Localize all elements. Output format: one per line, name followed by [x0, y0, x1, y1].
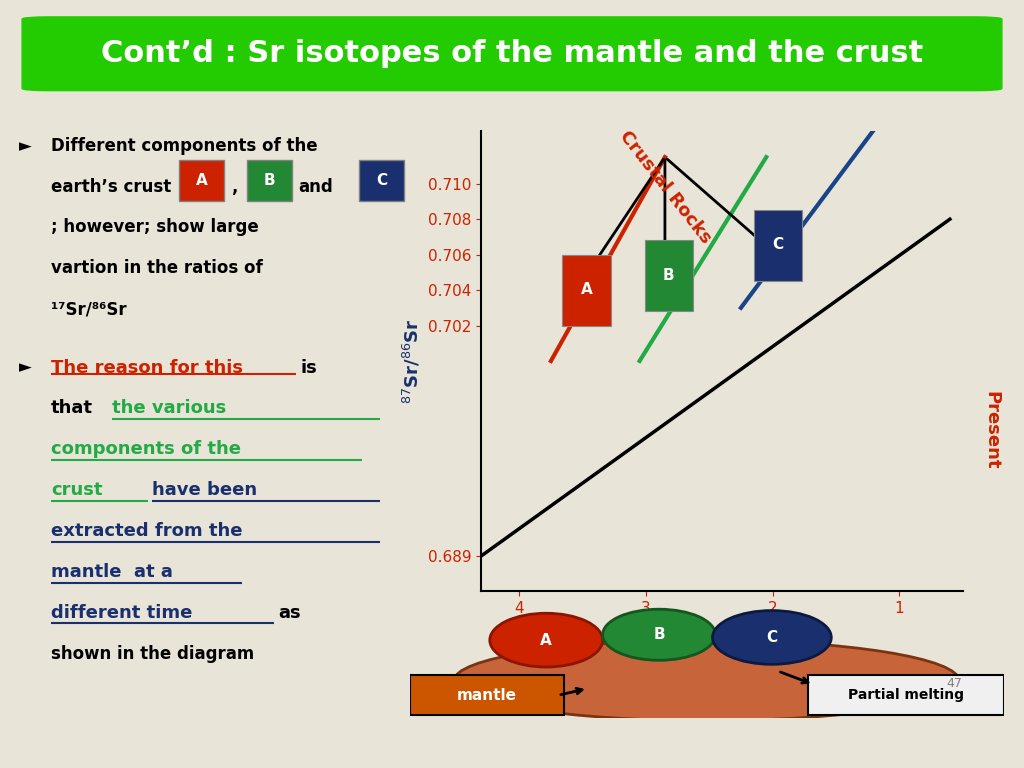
- X-axis label: $^{87}$Rbr/$^{86}$Sr: $^{87}$Rbr/$^{86}$Sr: [672, 621, 772, 643]
- Text: have been: have been: [153, 481, 257, 499]
- Text: ¹⁷Sr/⁸⁶Sr: ¹⁷Sr/⁸⁶Sr: [51, 300, 126, 318]
- Ellipse shape: [602, 609, 716, 660]
- Text: ►: ►: [19, 137, 32, 154]
- Text: A: A: [196, 173, 208, 188]
- Text: ; however; show large: ; however; show large: [51, 218, 258, 237]
- Text: shown in the diagram: shown in the diagram: [51, 644, 254, 663]
- Y-axis label: $^{87}$Sr/$^{86}$Sr: $^{87}$Sr/$^{86}$Sr: [401, 318, 422, 404]
- Text: vartion in the ratios of: vartion in the ratios of: [51, 260, 262, 277]
- Text: C: C: [377, 173, 387, 188]
- FancyBboxPatch shape: [754, 210, 802, 281]
- Text: B: B: [653, 627, 665, 642]
- Text: The reason for this: The reason for this: [51, 359, 243, 376]
- Text: that: that: [51, 399, 93, 417]
- FancyBboxPatch shape: [808, 675, 1004, 716]
- Text: A: A: [541, 633, 552, 647]
- Text: components of the: components of the: [51, 440, 241, 458]
- Text: B: B: [663, 267, 675, 283]
- Text: C: C: [772, 237, 783, 253]
- Text: Different components of the: Different components of the: [51, 137, 317, 154]
- Text: mantle  at a: mantle at a: [51, 563, 173, 581]
- FancyBboxPatch shape: [23, 17, 1001, 91]
- Text: Cont’d : Sr isotopes of the mantle and the crust: Cont’d : Sr isotopes of the mantle and t…: [101, 39, 923, 68]
- FancyBboxPatch shape: [410, 675, 564, 716]
- Text: is: is: [301, 359, 317, 376]
- Ellipse shape: [713, 611, 831, 664]
- Text: Crustal Rocks: Crustal Rocks: [615, 127, 715, 247]
- Text: crust: crust: [51, 481, 102, 499]
- Text: and: and: [299, 177, 334, 196]
- Text: as: as: [279, 604, 301, 621]
- Text: mantle: mantle: [457, 687, 517, 703]
- Text: ►: ►: [19, 359, 32, 376]
- Text: Partial melting: Partial melting: [848, 688, 964, 702]
- FancyBboxPatch shape: [644, 240, 693, 311]
- Text: earth’s crust: earth’s crust: [51, 177, 171, 196]
- Text: different time: different time: [51, 604, 193, 621]
- Text: Present: Present: [982, 391, 1000, 469]
- Text: B: B: [263, 173, 275, 188]
- Ellipse shape: [455, 641, 958, 720]
- FancyBboxPatch shape: [562, 255, 610, 326]
- Text: extracted from the: extracted from the: [51, 522, 243, 540]
- FancyBboxPatch shape: [179, 160, 224, 201]
- Text: 47: 47: [946, 677, 963, 690]
- Text: A: A: [581, 282, 592, 296]
- Text: C: C: [766, 630, 777, 645]
- Ellipse shape: [489, 613, 602, 667]
- FancyBboxPatch shape: [359, 160, 404, 201]
- Text: ,: ,: [231, 177, 238, 196]
- FancyBboxPatch shape: [247, 160, 292, 201]
- Text: the various: the various: [112, 399, 226, 417]
